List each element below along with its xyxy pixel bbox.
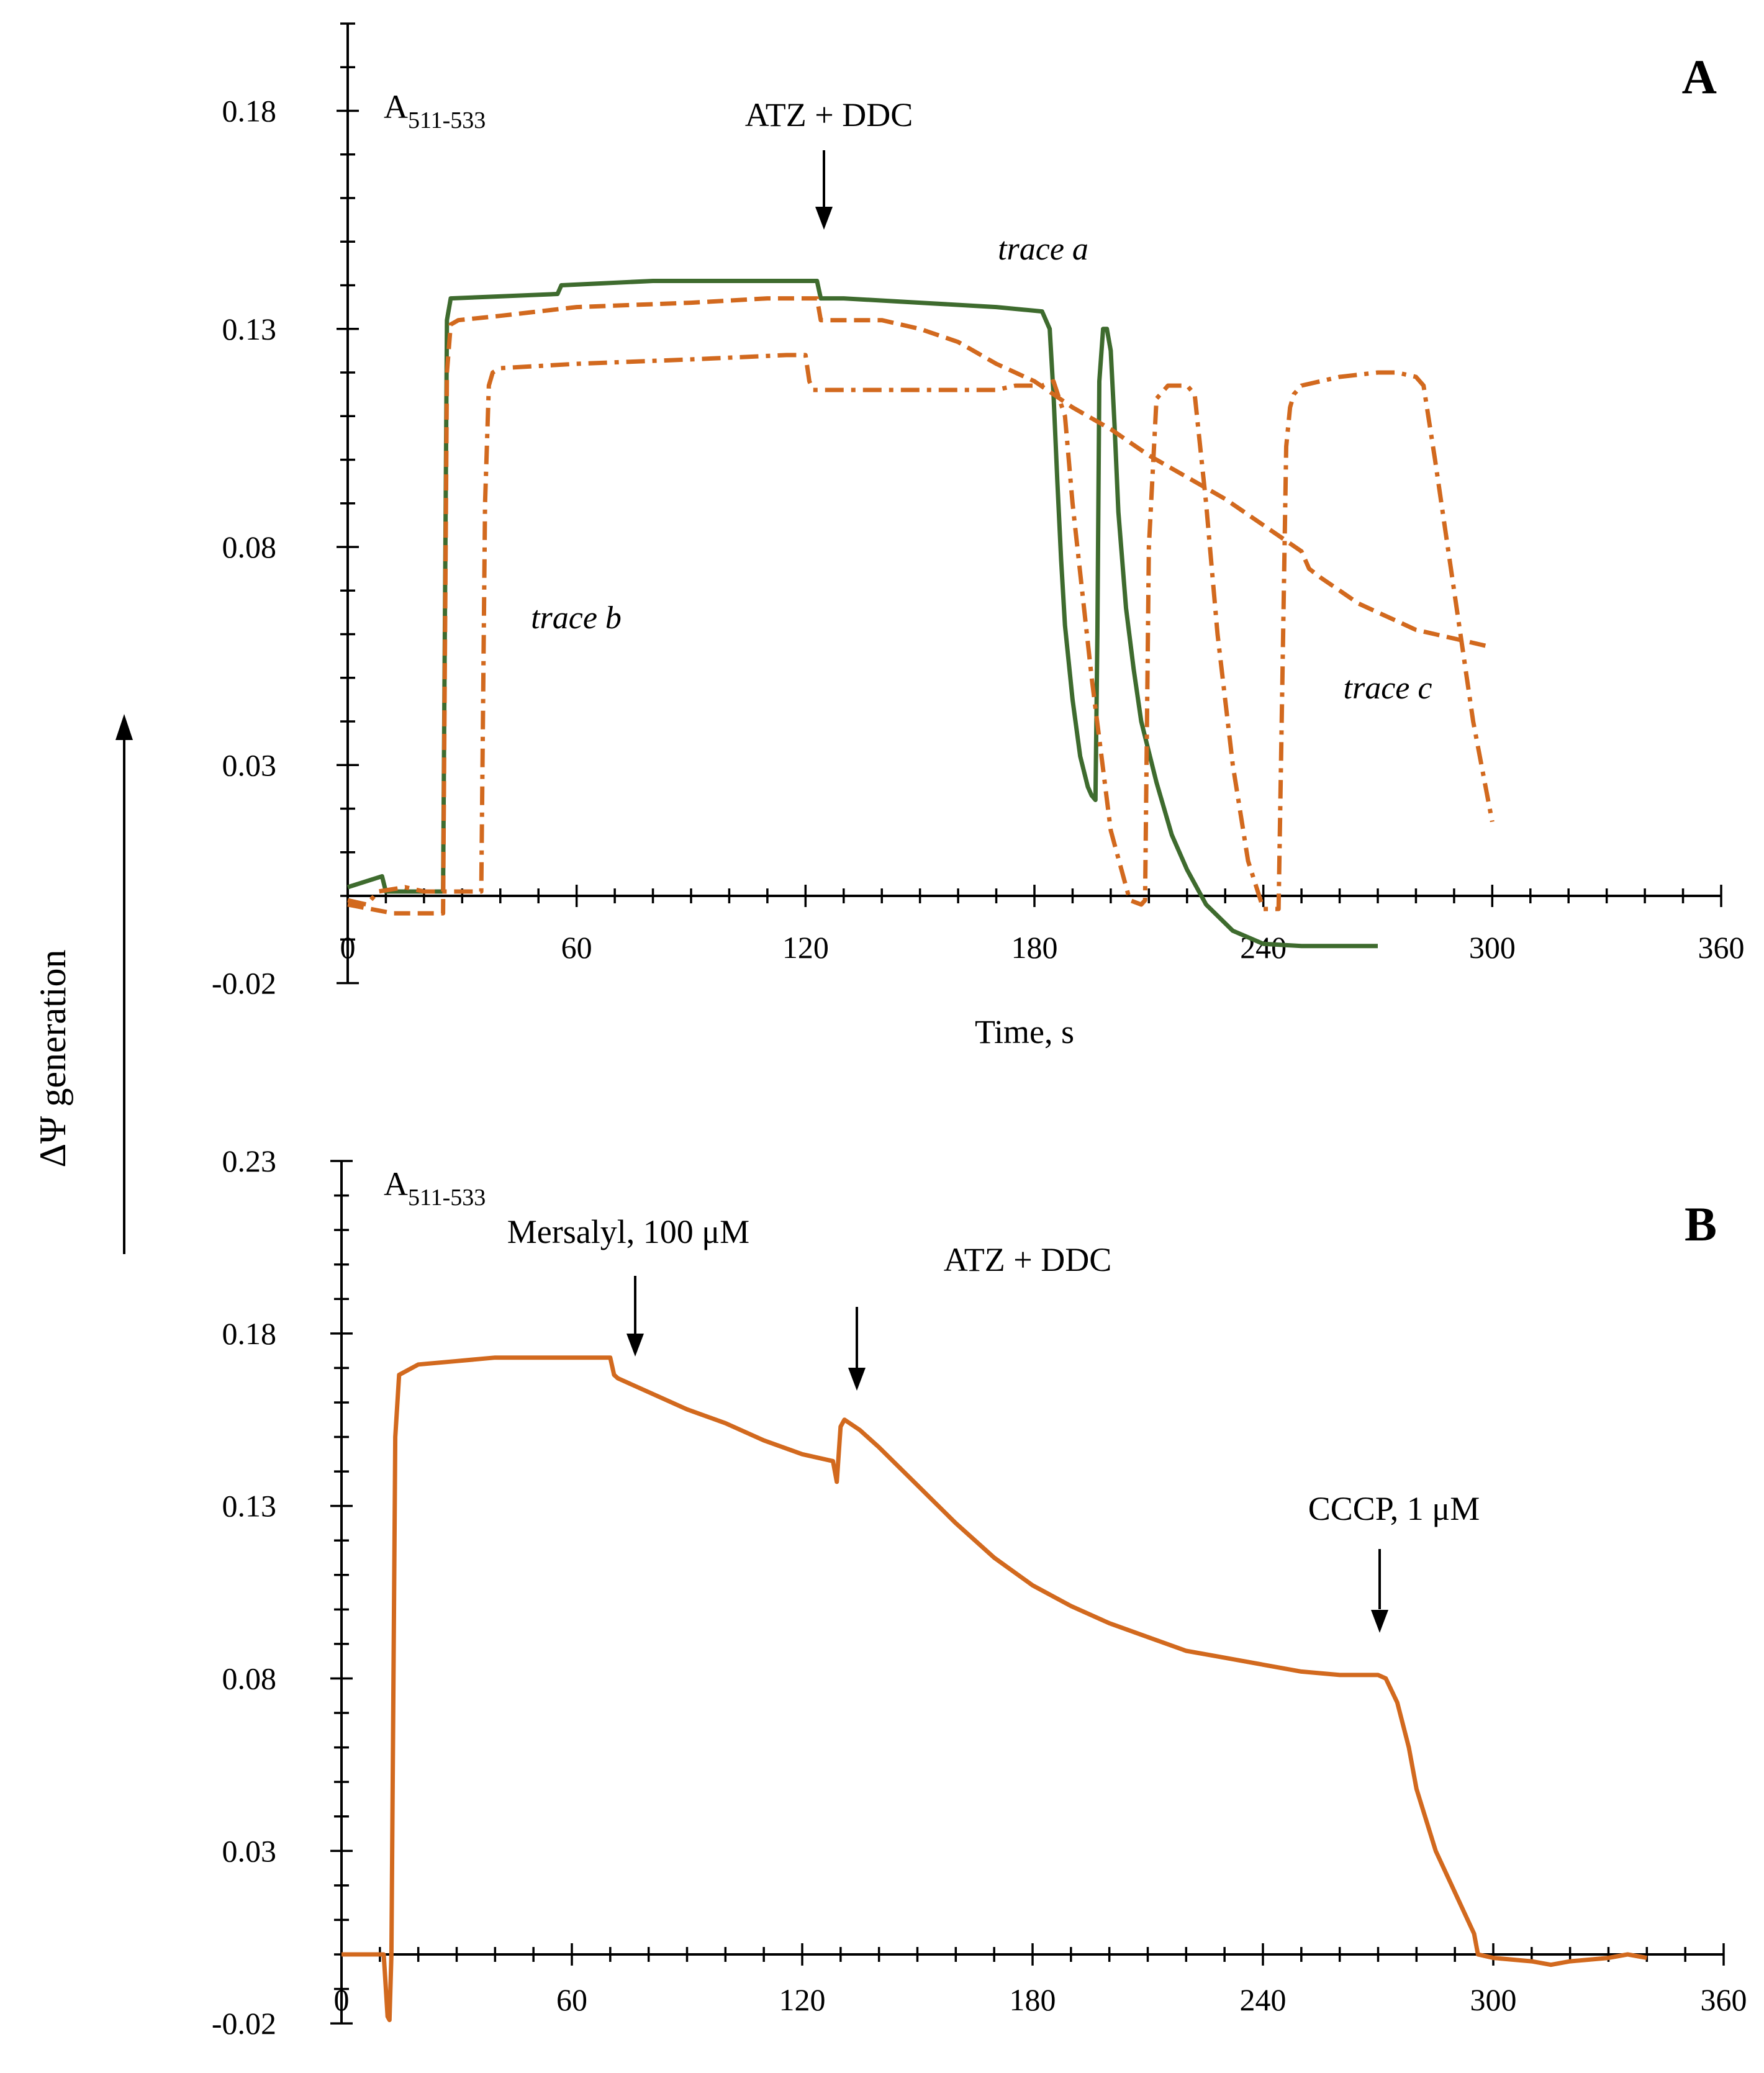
panel-a-annot-atz: ATZ + DDC bbox=[745, 96, 913, 133]
x-tick-label: 180 bbox=[1011, 930, 1058, 965]
delta-psi-arrowhead bbox=[115, 714, 133, 740]
x-tick-label: 300 bbox=[1469, 930, 1516, 965]
panel-b-mersalyl-arrowhead bbox=[626, 1334, 644, 1357]
panel-a-ylabel-sub: 511-533 bbox=[408, 107, 486, 133]
x-tick-label: 240 bbox=[1240, 1982, 1287, 2017]
panel-b-ylabel-sub: 511-533 bbox=[408, 1185, 486, 1211]
panel-b-annot-mersalyl: Mersalyl, 100 μM bbox=[507, 1213, 749, 1250]
series-line-trace-c bbox=[347, 353, 1495, 911]
panel-a-ylabel: A511-533 bbox=[384, 88, 486, 133]
panel-b-atz-arrowhead bbox=[848, 1368, 866, 1391]
y-tick-label: 0.03 bbox=[222, 747, 277, 782]
y-tick-label: -0.02 bbox=[212, 2006, 276, 2041]
panel-a-atz-arrowhead bbox=[815, 207, 833, 230]
y-tick-label: 0.08 bbox=[222, 530, 277, 564]
panel-a-series bbox=[346, 279, 1495, 949]
panel-b-ylabel: A511-533 bbox=[384, 1165, 486, 1211]
y-tick-label: 0.23 bbox=[222, 1144, 277, 1178]
y-tick-label: 0.13 bbox=[222, 1489, 277, 1524]
panel-a-letter: A bbox=[1682, 50, 1717, 104]
chart-panel-a: -0.020.030.080.130.180 60 120 180 240 300 360 … bbox=[212, 22, 1745, 1050]
panel-a-ylabel-main: A bbox=[384, 88, 408, 125]
series-line-trace-a bbox=[346, 279, 1378, 949]
x-tick-label: 60 bbox=[556, 1982, 587, 2017]
x-tick-label: 360 bbox=[1698, 930, 1745, 965]
panel-b-annot-cccp: CCCP, 1 μM bbox=[1308, 1490, 1480, 1527]
y-tick-label: 0.13 bbox=[222, 312, 277, 346]
x-tick-label: 60 bbox=[561, 930, 592, 965]
y-tick-label: 0.03 bbox=[222, 1833, 277, 1868]
panel-b-ylabel-main: A bbox=[384, 1165, 408, 1203]
chart-panel-b: -0.02 0.03 0.08 0.13 0.18 0.23 0 60 120 180 240 300… bbox=[212, 1144, 1747, 2041]
trace-c-label: trace c bbox=[1344, 671, 1432, 706]
trace-a-label: trace a bbox=[998, 232, 1088, 267]
series-line-trace-b bbox=[347, 296, 1493, 916]
panel-a-axes: -0.020.030.080.130.180 60 120 180 240 300 360 bbox=[212, 22, 1745, 1001]
x-tick-label: 0 bbox=[334, 1982, 350, 2017]
panel-b-cccp-arrowhead bbox=[1371, 1610, 1388, 1633]
x-tick-label: 180 bbox=[1010, 1982, 1056, 2017]
y-tick-label: 0.18 bbox=[222, 94, 277, 129]
panel-a-text: A A511-533 Time, s ATZ + DDC trace a tra… bbox=[384, 50, 1717, 1050]
panel-b-annot-atz: ATZ + DDC bbox=[944, 1241, 1111, 1278]
x-tick-label: 0 bbox=[340, 930, 356, 965]
y-tick-label: 0.08 bbox=[222, 1661, 277, 1696]
x-tick-label: 120 bbox=[782, 930, 829, 965]
y-tick-label: -0.02 bbox=[212, 966, 276, 1001]
panel-a-xlabel: Time, s bbox=[975, 1013, 1074, 1050]
y-tick-label: 0.18 bbox=[222, 1316, 277, 1351]
panel-b-letter: B bbox=[1685, 1197, 1717, 1251]
trace-b-label: trace b bbox=[531, 600, 622, 636]
x-tick-label: 300 bbox=[1470, 1982, 1517, 2017]
vertical-ylabel-group: ΔΨ generation bbox=[32, 714, 133, 1254]
panel-b-text: B A511-533 Mersalyl, 100 μM ATZ + DDC CC… bbox=[384, 1165, 1717, 1633]
delta-psi-label: ΔΨ generation bbox=[32, 949, 73, 1167]
panel-b-series bbox=[341, 1355, 1647, 2023]
x-tick-label: 120 bbox=[779, 1982, 826, 2017]
series-line-trace-0 bbox=[341, 1355, 1647, 2023]
x-tick-label: 360 bbox=[1701, 1982, 1747, 2017]
